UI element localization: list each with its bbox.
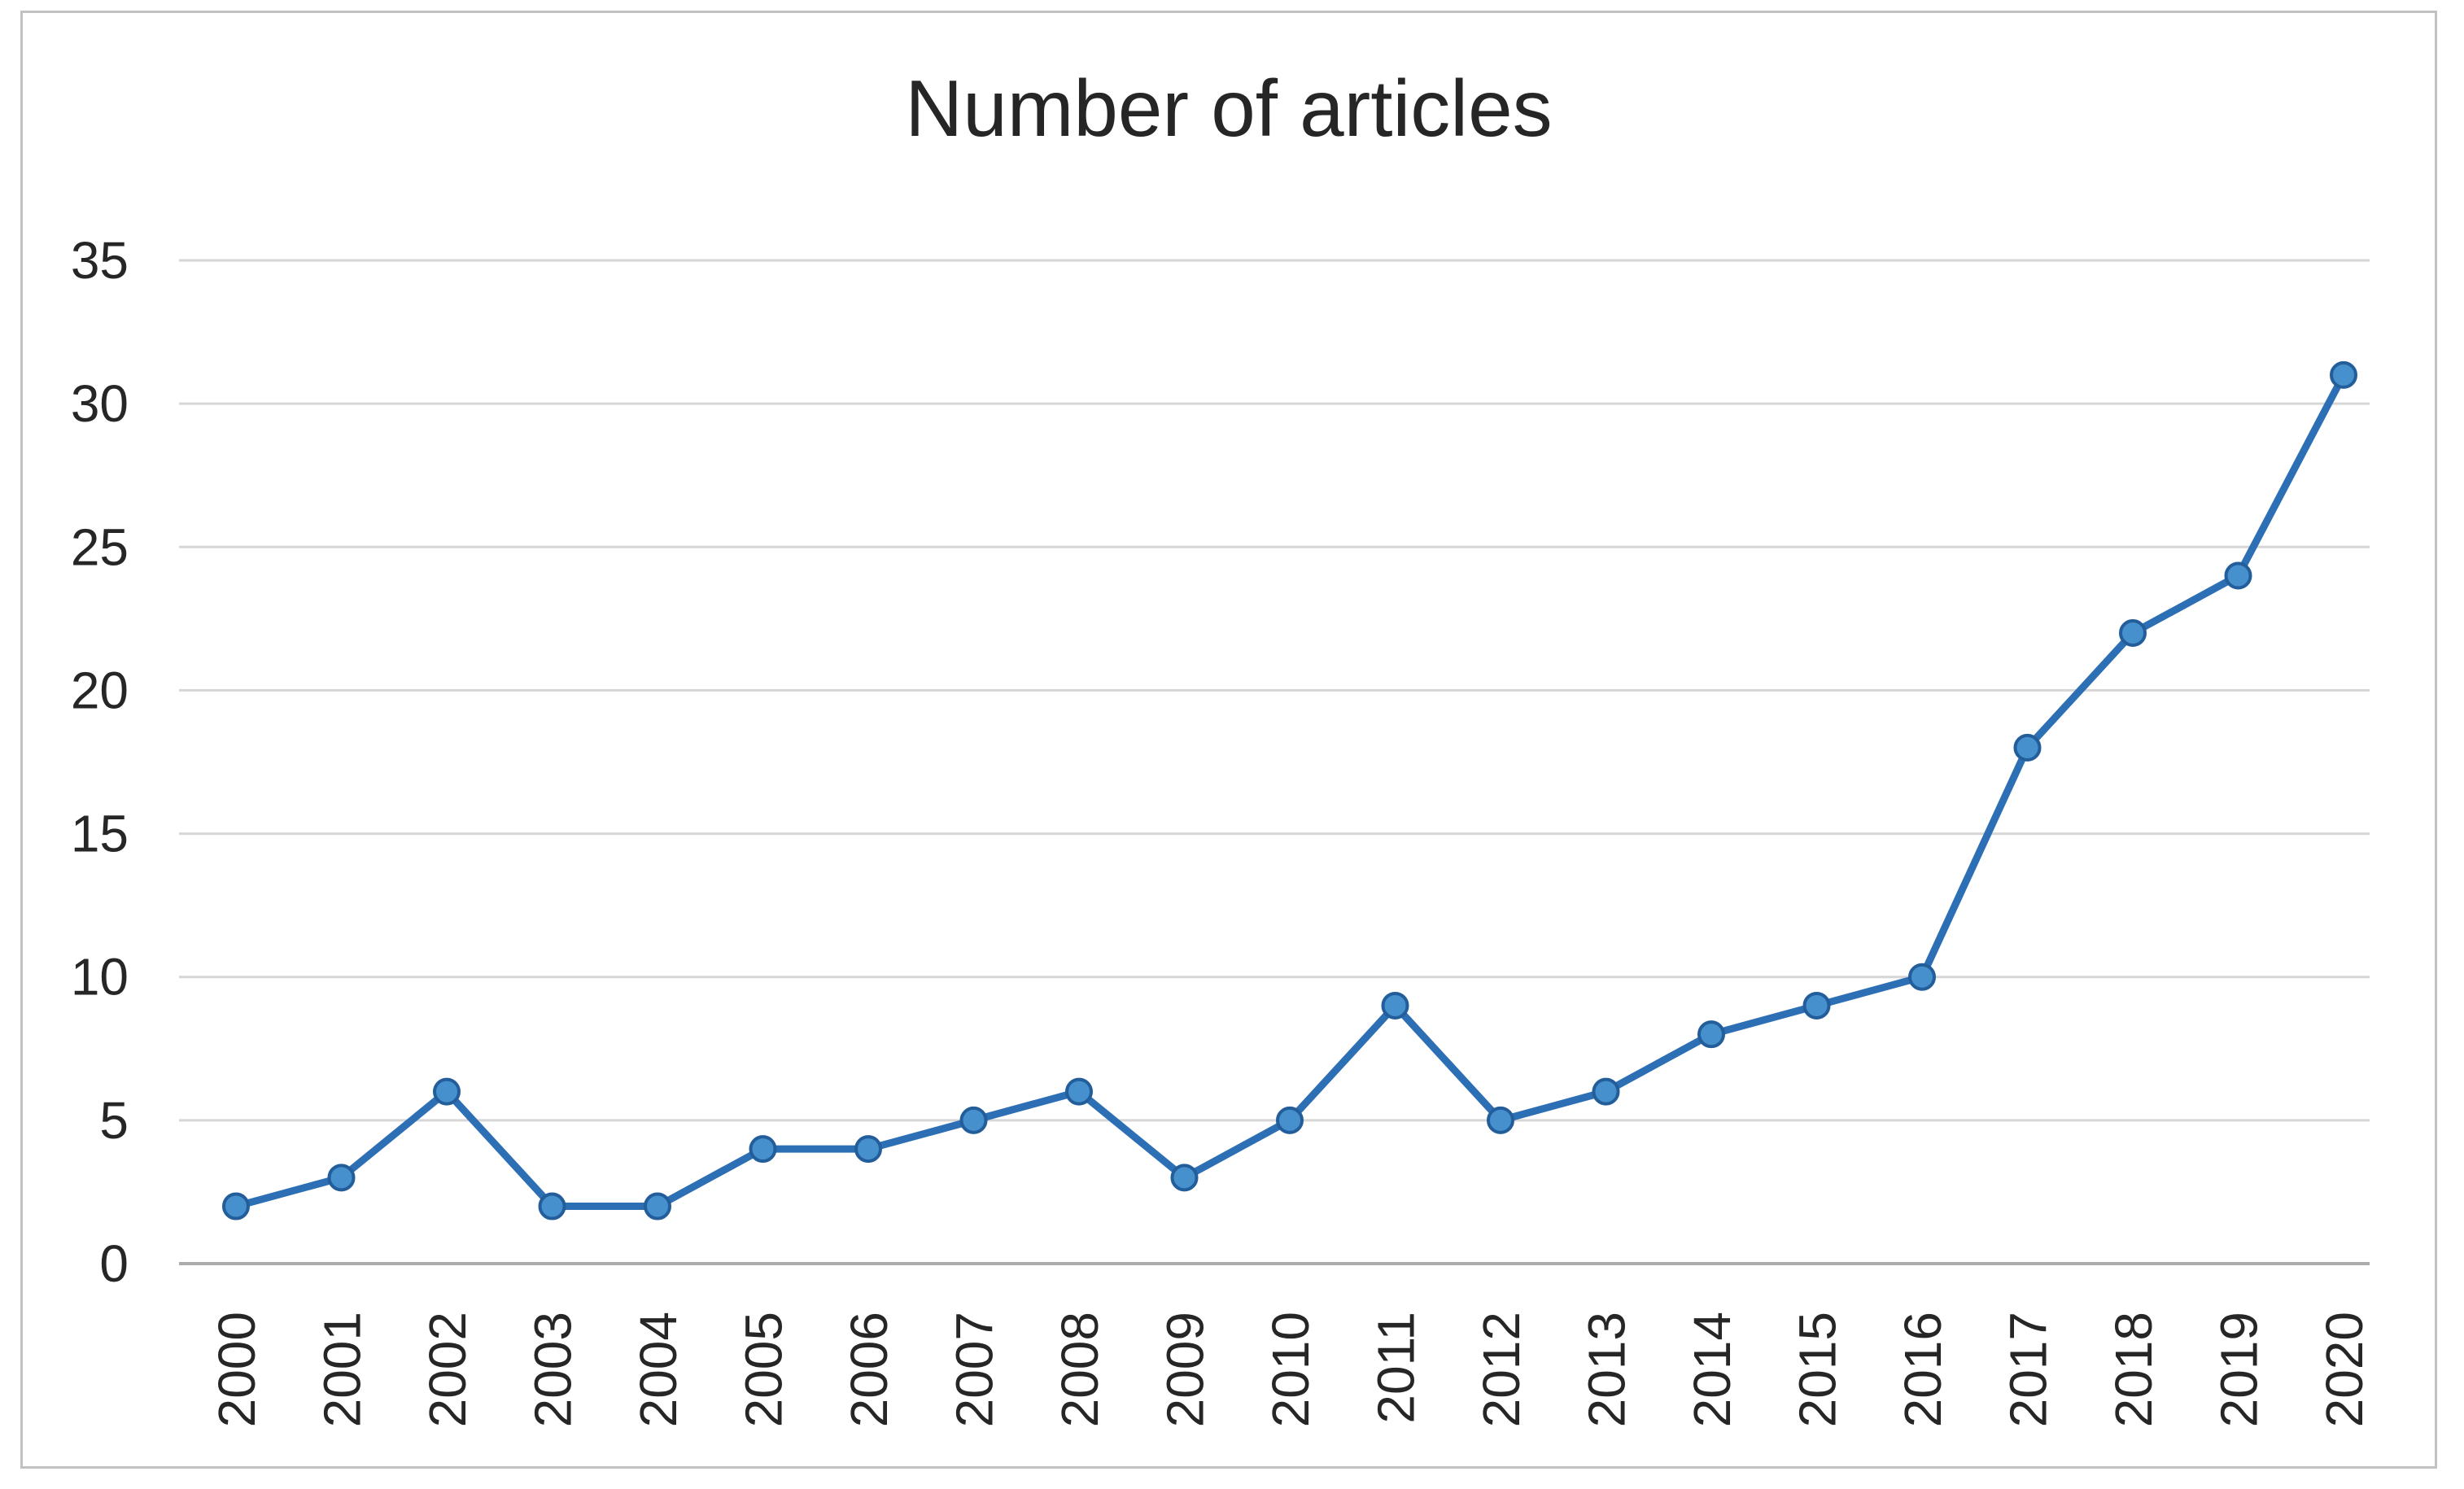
x-tick-label: 2016 (1894, 1312, 1952, 1427)
y-tick-label: 5 (99, 1091, 129, 1150)
data-point-marker (1170, 1164, 1199, 1192)
y-tick-label: 30 (71, 374, 129, 433)
x-tick-label: 2012 (1472, 1312, 1531, 1427)
x-tick-label: 2009 (1156, 1312, 1215, 1427)
x-tick-label: 2015 (1789, 1312, 1847, 1427)
data-point-marker (327, 1164, 356, 1192)
y-tick-label: 20 (71, 661, 129, 719)
data-point-marker (854, 1135, 882, 1164)
data-point-marker (1381, 991, 1409, 1020)
data-point-marker (1487, 1106, 1514, 1134)
data-point-marker (1697, 1020, 1725, 1049)
data-point-marker (2224, 561, 2252, 590)
x-tick-label: 2001 (313, 1312, 372, 1427)
x-tick-label: 2019 (2210, 1312, 2269, 1427)
data-point-marker (222, 1192, 250, 1220)
data-point-marker (959, 1106, 988, 1134)
x-tick-label: 2018 (2104, 1312, 2163, 1427)
x-tick-label: 2008 (1051, 1312, 1109, 1427)
x-tick-label: 2017 (1999, 1312, 2058, 1427)
x-tick-label: 2002 (418, 1312, 477, 1427)
y-tick-label: 10 (71, 948, 129, 1006)
y-tick-label: 25 (71, 517, 129, 576)
x-tick-label: 2011 (1367, 1312, 1426, 1424)
data-line (232, 371, 2348, 1211)
x-tick-label: 2004 (629, 1312, 688, 1427)
data-point-marker (1802, 991, 1831, 1020)
x-tick-label: 2010 (1261, 1312, 1320, 1427)
data-point-marker (2119, 618, 2147, 647)
data-point-marker (749, 1135, 777, 1164)
x-tick-label: 2020 (2315, 1312, 2374, 1427)
data-point-marker (1276, 1106, 1304, 1134)
data-point-marker (1065, 1077, 1093, 1106)
x-tick-label: 2006 (840, 1312, 898, 1427)
x-tick-label: 2005 (735, 1312, 793, 1427)
x-tick-label: 2014 (1683, 1312, 1741, 1427)
data-point-marker (1908, 963, 1936, 991)
chart-title: Number of articles (905, 63, 1553, 153)
data-point-marker (644, 1192, 671, 1220)
data-point-marker (1592, 1077, 1620, 1106)
data-point-marker (538, 1192, 566, 1220)
x-tick-label: 2000 (208, 1312, 266, 1427)
data-point-marker (2330, 360, 2357, 389)
x-tick-label: 2013 (1578, 1312, 1636, 1427)
x-tick-label: 2007 (946, 1312, 1004, 1427)
data-point-marker (433, 1077, 461, 1106)
x-tick-label: 2003 (524, 1312, 583, 1427)
y-tick-label: 35 (71, 231, 129, 290)
data-point-marker (2013, 733, 2042, 762)
y-tick-label: 0 (99, 1234, 129, 1293)
y-tick-label: 15 (71, 805, 129, 863)
